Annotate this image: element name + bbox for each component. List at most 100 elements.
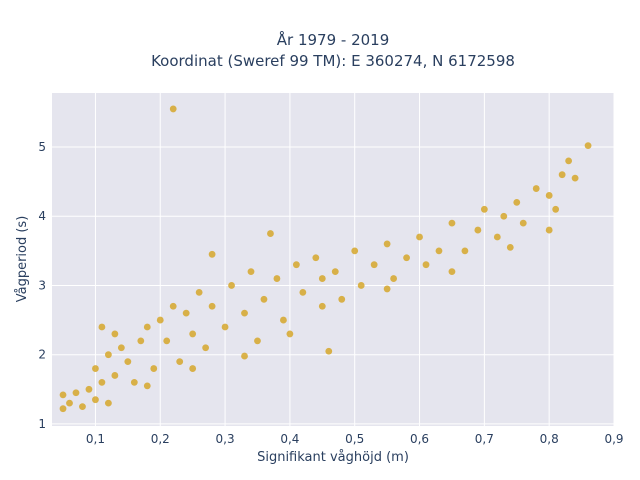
data-point [565, 157, 573, 165]
data-point [182, 309, 190, 317]
data-point [189, 330, 197, 338]
data-point [448, 268, 456, 276]
data-point [448, 219, 456, 227]
data-point [286, 330, 294, 338]
data-point [98, 378, 106, 386]
data-point [111, 330, 119, 338]
data-point [545, 226, 553, 234]
y-tick-label: 3 [38, 278, 46, 292]
data-point [493, 233, 501, 241]
data-point [513, 198, 521, 206]
data-point [435, 247, 443, 255]
data-point [519, 219, 527, 227]
data-point [72, 389, 80, 397]
data-point [422, 261, 430, 269]
data-point [241, 309, 248, 317]
data-point [331, 268, 339, 276]
data-point [130, 378, 138, 386]
data-point [545, 192, 553, 199]
data-point [552, 205, 560, 213]
data-point [312, 254, 320, 262]
data-point [202, 344, 210, 352]
data-point [273, 275, 281, 282]
x-tick-label: 0,2 [151, 432, 170, 446]
y-tick-label: 5 [38, 140, 46, 154]
x-axis-ticks: 0,1 0,2 0,3 0,4 0,5 0,6 0,7 0,8 0,9 [86, 432, 624, 446]
x-tick-label: 0,4 [280, 432, 299, 446]
data-point [292, 261, 300, 269]
data-point [383, 285, 391, 293]
x-tick-label: 0,9 [604, 432, 623, 446]
data-point [241, 352, 248, 360]
data-point [571, 174, 579, 182]
data-point [416, 233, 423, 241]
chart-title-line-1: År 1979 - 2019 [277, 30, 390, 49]
data-point [92, 365, 99, 372]
data-point [79, 403, 86, 411]
data-point [98, 323, 106, 331]
data-point [137, 337, 145, 345]
y-tick-label: 4 [38, 209, 46, 223]
data-point [228, 282, 235, 289]
data-point [169, 302, 177, 310]
chart-title-line-2: Koordinat (Sweref 99 TM): E 360274, N 61… [151, 52, 515, 70]
data-point [325, 347, 333, 355]
y-tick-label: 2 [38, 348, 46, 362]
data-point [189, 365, 197, 372]
data-point [500, 212, 508, 220]
data-point [59, 405, 67, 413]
data-point [403, 254, 410, 262]
x-tick-label: 0,6 [410, 432, 429, 446]
x-axis-title: Signifikant våghöjd (m) [257, 450, 409, 465]
data-point [357, 282, 365, 289]
data-point [117, 344, 125, 352]
x-tick-label: 0,1 [86, 432, 105, 446]
data-point [85, 385, 93, 393]
x-tick-label: 0,3 [216, 432, 235, 446]
data-point [260, 295, 268, 303]
data-point [506, 243, 514, 251]
data-point [92, 396, 99, 404]
data-point [104, 399, 112, 407]
data-point [104, 351, 112, 359]
data-point [338, 295, 346, 303]
y-tick-label: 1 [38, 417, 46, 431]
y-axis-ticks: 1 2 3 4 5 [38, 140, 46, 431]
data-point [383, 240, 391, 248]
data-point [370, 261, 378, 269]
x-tick-label: 0,8 [540, 432, 559, 446]
data-point [111, 372, 119, 379]
data-point [124, 358, 132, 366]
data-point [59, 391, 67, 399]
data-point [169, 105, 177, 113]
data-point [480, 205, 488, 213]
data-point [318, 275, 326, 282]
data-point [247, 268, 255, 276]
data-point [254, 337, 261, 345]
data-point [66, 399, 73, 407]
data-point [208, 250, 216, 258]
data-point [532, 185, 540, 192]
data-point [156, 316, 164, 324]
data-point [461, 247, 469, 255]
data-point [267, 230, 274, 237]
data-point [390, 275, 398, 282]
x-tick-label: 0,5 [345, 432, 364, 446]
data-point [474, 226, 482, 234]
data-points [59, 105, 592, 413]
data-point [176, 358, 184, 366]
plot-area [52, 93, 614, 426]
data-point [150, 365, 158, 372]
data-point [351, 247, 359, 255]
chart-title: År 1979 - 2019 Koordinat (Sweref 99 TM):… [151, 30, 515, 70]
data-point [299, 288, 307, 296]
data-point [163, 337, 171, 345]
data-point [584, 142, 592, 150]
y-axis-title: Vågperiod (s) [15, 216, 30, 303]
data-point [558, 171, 566, 179]
data-point [221, 323, 229, 331]
x-tick-label: 0,7 [475, 432, 494, 446]
data-point [195, 288, 203, 296]
